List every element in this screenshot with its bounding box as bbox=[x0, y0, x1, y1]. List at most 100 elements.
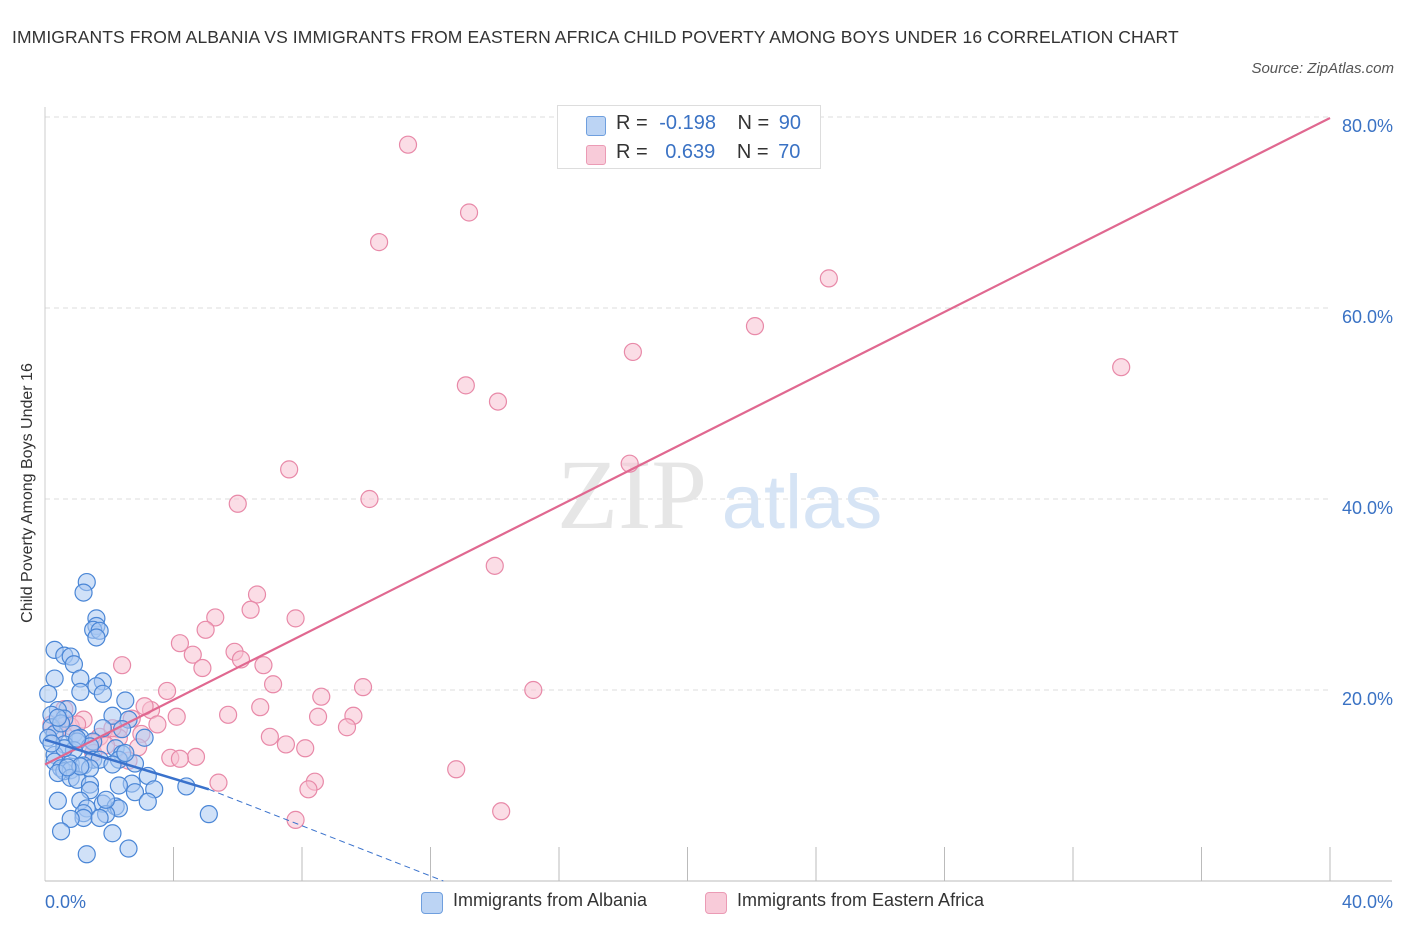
albania-point bbox=[48, 791, 67, 810]
albania-point bbox=[116, 691, 135, 710]
eastern-africa-point bbox=[819, 269, 838, 288]
eastern-africa-point bbox=[260, 727, 279, 746]
eastern-africa-point bbox=[488, 392, 508, 411]
albania-point bbox=[93, 684, 112, 703]
tick-labels: 20.0% 40.0% 60.0% 80.0% 0.0% 40.0% bbox=[45, 116, 1393, 912]
eastern-africa-point bbox=[745, 317, 765, 336]
eastern-africa-point bbox=[308, 707, 328, 726]
eastern-africa-point bbox=[170, 634, 190, 653]
r-label: R = bbox=[616, 141, 648, 163]
eastern-africa-point bbox=[112, 656, 132, 675]
chart-title: IMMIGRANTS FROM ALBANIA VS IMMIGRANTS FR… bbox=[12, 27, 1179, 47]
albania-swatch bbox=[586, 116, 606, 136]
eastern-africa-point bbox=[157, 681, 177, 701]
eastern-africa-point bbox=[370, 233, 389, 252]
eastern-africa-point bbox=[241, 600, 260, 619]
albania-point bbox=[39, 684, 58, 703]
eastern-africa-point bbox=[228, 494, 247, 513]
eastern-africa-point bbox=[524, 680, 543, 700]
eastern-africa-point bbox=[456, 376, 475, 395]
albania-point bbox=[109, 776, 128, 795]
eastern-africa-point bbox=[206, 608, 225, 627]
albania-point bbox=[90, 808, 109, 828]
eastern-africa-point bbox=[286, 609, 305, 628]
albania-point bbox=[48, 708, 67, 727]
eastern-africa-point bbox=[337, 718, 357, 737]
eastern-africa-point bbox=[276, 735, 296, 754]
eastern-africa-point bbox=[1112, 358, 1131, 377]
albania-point bbox=[135, 728, 154, 747]
watermark-atlas: atlas bbox=[722, 460, 883, 545]
eastern-africa-point bbox=[360, 489, 379, 509]
n-label: N = bbox=[736, 141, 769, 163]
albania-point bbox=[61, 809, 80, 829]
albania-point bbox=[77, 845, 96, 864]
eastern-africa-trendline bbox=[44, 116, 1331, 766]
eastern-africa-point bbox=[193, 658, 212, 678]
albania-point bbox=[199, 805, 218, 824]
albania-n-value: 90 bbox=[778, 112, 802, 134]
eastern-africa-point bbox=[280, 460, 299, 479]
albania-point bbox=[87, 628, 106, 647]
albania-point bbox=[116, 743, 135, 763]
y-tick-label: 40.0% bbox=[1342, 498, 1393, 518]
albania-point bbox=[96, 790, 116, 809]
watermark: ZIP atlas bbox=[557, 439, 882, 550]
albania-point bbox=[71, 682, 90, 702]
albania-point bbox=[74, 583, 93, 602]
albania-legend-label: Immigrants from Albania bbox=[453, 890, 648, 910]
eastern-africa-point bbox=[251, 698, 270, 717]
x-tick-label: 40.0% bbox=[1342, 892, 1393, 912]
eastern-africa-point bbox=[209, 773, 228, 792]
albania-legend-swatch bbox=[421, 892, 443, 914]
eastern-africa-point bbox=[170, 749, 190, 768]
eastern-africa-point bbox=[492, 802, 511, 821]
eastern-africa-point bbox=[219, 705, 238, 724]
eastern-africa-point bbox=[183, 645, 202, 664]
eastern-africa-n-value: 70 bbox=[778, 141, 801, 163]
x-tick-label: 0.0% bbox=[45, 892, 86, 912]
albania-point bbox=[103, 824, 122, 843]
eastern-africa-point bbox=[286, 810, 305, 829]
albania-point bbox=[125, 783, 145, 802]
eastern-africa-point bbox=[623, 342, 642, 362]
eastern-africa-point bbox=[196, 620, 215, 639]
albania-r-value: -0.198 bbox=[659, 112, 716, 134]
albania-point bbox=[119, 839, 138, 858]
n-label: N = bbox=[737, 112, 770, 134]
eastern-africa-point bbox=[148, 715, 167, 734]
eastern-africa-point bbox=[299, 780, 318, 799]
eastern-africa-point bbox=[296, 739, 315, 758]
y-tick-label: 80.0% bbox=[1342, 116, 1393, 136]
eastern-africa-point bbox=[459, 203, 479, 222]
r-label: R = bbox=[616, 112, 648, 134]
eastern-africa-swatch bbox=[586, 145, 606, 165]
albania-point bbox=[51, 822, 71, 841]
eastern-africa-point bbox=[186, 747, 206, 766]
albania-point bbox=[138, 792, 157, 811]
eastern-africa-point bbox=[167, 707, 186, 726]
source-label: Source: ZipAtlas.com bbox=[1251, 60, 1394, 77]
gridlines bbox=[45, 116, 1330, 691]
trendlines bbox=[44, 116, 1331, 882]
eastern-africa-point bbox=[398, 135, 418, 154]
eastern-africa-legend-swatch bbox=[705, 892, 727, 914]
eastern-africa-point bbox=[485, 556, 504, 575]
eastern-africa-point bbox=[447, 760, 466, 779]
eastern-africa-legend-label: Immigrants from Eastern Africa bbox=[737, 890, 985, 910]
eastern-africa-point bbox=[353, 678, 373, 697]
albania-point bbox=[45, 669, 64, 688]
albania-point bbox=[58, 758, 77, 777]
albania-trendline bbox=[44, 738, 210, 791]
y-tick-label: 60.0% bbox=[1342, 307, 1393, 327]
albania-trendline-extension bbox=[208, 788, 444, 882]
y-tick-label: 20.0% bbox=[1342, 689, 1393, 709]
eastern-africa-point bbox=[247, 585, 267, 604]
eastern-africa-point bbox=[263, 675, 283, 694]
eastern-africa-point bbox=[254, 656, 273, 675]
albania-points bbox=[39, 572, 218, 864]
eastern-africa-point bbox=[312, 687, 331, 706]
axes bbox=[44, 107, 1392, 882]
eastern-africa-r-value: 0.639 bbox=[665, 141, 716, 163]
